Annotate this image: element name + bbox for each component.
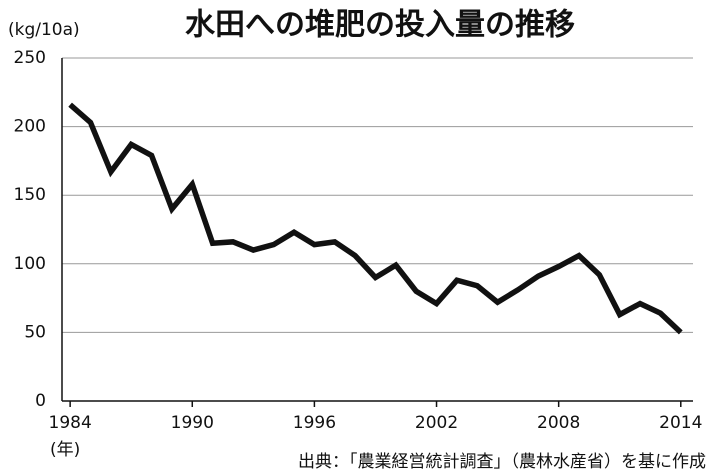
- chart-title: 水田への堆肥の投入量の推移: [185, 8, 575, 43]
- y-tick-label: 250: [14, 48, 46, 68]
- y-tick-label: 0: [35, 391, 46, 411]
- x-tick-label: 2002: [415, 413, 458, 433]
- x-tick-label: 2008: [537, 413, 580, 433]
- y-axis-label: (kg/10a): [8, 20, 80, 40]
- y-tick-label: 50: [24, 322, 46, 342]
- x-tick-label: 1990: [171, 413, 214, 433]
- source: 出典：「農業経営統計調査」（農林水産省）を基に作成: [298, 452, 706, 472]
- y-tick-label: 100: [14, 254, 46, 274]
- y-tick-label: 200: [14, 117, 46, 137]
- x-tick-label: 2014: [659, 413, 702, 433]
- x-axis-label: (年): [50, 440, 80, 460]
- x-tick-label: 1984: [49, 413, 92, 433]
- y-tick-label: 150: [14, 185, 46, 205]
- data-line: [68, 102, 683, 335]
- x-tick-label: 1996: [293, 413, 336, 433]
